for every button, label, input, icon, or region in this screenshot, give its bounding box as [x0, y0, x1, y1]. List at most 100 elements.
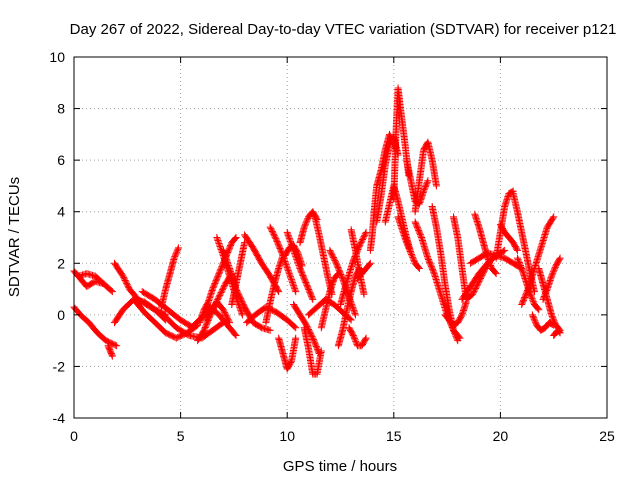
data-point	[286, 271, 294, 279]
data-point	[515, 257, 523, 265]
data-point	[293, 257, 301, 265]
data-point	[530, 314, 538, 322]
data-point	[362, 334, 370, 342]
data-point	[209, 304, 217, 312]
data-point	[540, 294, 548, 302]
data-point	[471, 286, 479, 294]
data-point	[358, 237, 366, 245]
data-point	[527, 293, 535, 301]
data-point	[309, 295, 317, 303]
series-x1	[283, 228, 317, 303]
data-point	[347, 316, 355, 324]
data-point	[541, 291, 549, 299]
data-point	[351, 336, 359, 344]
data-point	[237, 308, 245, 316]
data-point	[216, 243, 224, 251]
data-point	[365, 260, 373, 268]
series-bc	[518, 213, 558, 309]
data-point	[287, 239, 295, 247]
data-point	[292, 334, 300, 342]
data-point	[291, 249, 299, 257]
data-point	[301, 220, 309, 228]
data-point	[450, 328, 458, 336]
data-point	[308, 294, 316, 302]
data-point	[211, 301, 219, 309]
data-point	[173, 248, 181, 256]
data-point	[119, 272, 127, 280]
data-point	[516, 260, 524, 268]
data-point	[223, 313, 231, 321]
data-point	[174, 245, 182, 253]
data-point	[219, 284, 227, 292]
data-point	[120, 274, 128, 282]
data-point	[351, 309, 359, 317]
data-point	[407, 249, 415, 257]
data-point	[349, 303, 357, 311]
data-point	[417, 232, 425, 240]
data-point	[282, 261, 290, 269]
series-an	[390, 84, 413, 203]
data-point	[212, 299, 220, 307]
series-d	[104, 342, 116, 360]
data-point	[289, 245, 297, 253]
data-point	[346, 315, 354, 323]
data-point	[224, 314, 232, 322]
data-point	[484, 256, 492, 264]
data-point	[222, 254, 230, 262]
data-point	[225, 261, 233, 269]
series-s	[243, 303, 300, 332]
data-point	[121, 276, 129, 284]
data-point	[351, 334, 359, 342]
data-point	[214, 296, 222, 304]
data-point	[303, 216, 311, 224]
data-point	[420, 187, 428, 195]
data-point	[300, 223, 308, 231]
data-point	[541, 289, 549, 297]
series-v	[275, 334, 300, 373]
data-point	[219, 306, 227, 314]
data-point	[285, 270, 293, 278]
data-point	[268, 226, 276, 234]
data-point	[286, 236, 294, 244]
series-bf	[539, 254, 564, 303]
data-point	[215, 293, 223, 301]
data-point	[487, 261, 495, 269]
data-point	[293, 255, 301, 263]
data-point	[550, 213, 558, 221]
data-point	[550, 317, 558, 325]
data-point	[551, 265, 559, 273]
data-point	[214, 238, 222, 246]
data-point	[469, 289, 477, 297]
data-point	[232, 234, 240, 241]
data-point	[213, 234, 221, 241]
series-b	[70, 303, 121, 350]
data-point	[524, 286, 532, 294]
data-point	[214, 237, 222, 245]
series-i	[157, 244, 182, 311]
data-point	[108, 288, 116, 296]
data-point	[100, 280, 108, 288]
data-point	[351, 311, 359, 319]
data-point	[472, 284, 480, 292]
data-point	[289, 279, 297, 287]
series-aq	[411, 138, 440, 216]
data-point	[213, 297, 221, 305]
data-point	[517, 261, 525, 269]
data-point	[317, 347, 325, 355]
data-point	[290, 283, 298, 291]
data-point	[420, 186, 428, 194]
data-point	[221, 252, 229, 260]
data-point	[224, 260, 232, 268]
data-point	[485, 259, 493, 267]
data-point	[283, 262, 291, 270]
data-point	[332, 258, 340, 266]
data-point	[288, 277, 296, 285]
data-point	[286, 237, 294, 245]
data-point	[357, 238, 365, 246]
series-ac	[305, 295, 355, 324]
data-point	[222, 311, 230, 319]
data-point	[281, 256, 289, 264]
data-point	[360, 290, 368, 298]
y-tick-label: 6	[57, 152, 65, 168]
data-point	[352, 337, 360, 345]
